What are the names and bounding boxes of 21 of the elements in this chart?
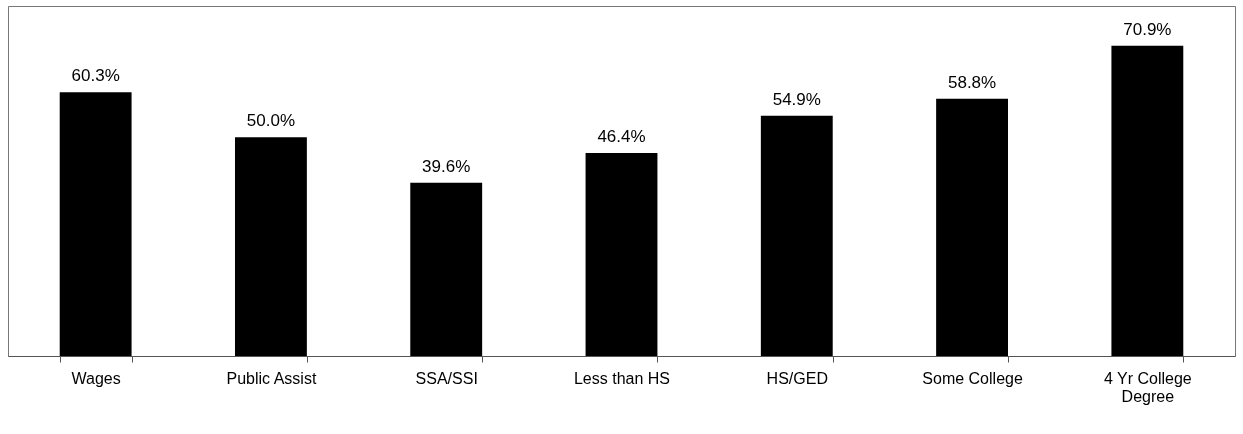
bar	[59, 92, 132, 356]
bar	[585, 153, 658, 356]
data-label: 39.6%	[422, 156, 471, 176]
x-tick-label: 4 Yr College Degree	[1103, 369, 1192, 405]
bar	[235, 137, 307, 356]
bar	[1111, 45, 1184, 356]
x-tick-label: Wages	[71, 369, 121, 387]
x-tick-label: SSA/SSI	[415, 369, 478, 387]
x-tick-label: HS/GED	[766, 369, 828, 387]
data-label: 46.4%	[597, 127, 646, 146]
bar	[760, 115, 833, 356]
data-label: 70.9%	[1123, 19, 1172, 39]
x-tick-label: Public Assist	[226, 369, 317, 387]
bar	[936, 98, 1009, 356]
x-tick-label: Some College	[922, 369, 1023, 387]
bar	[410, 182, 483, 356]
data-label: 50.0%	[246, 111, 296, 131]
data-label: 54.9%	[772, 89, 821, 109]
data-label: 60.3%	[71, 66, 120, 86]
data-label: 58.8%	[947, 72, 997, 92]
x-tick-label: Less than HS	[573, 369, 671, 387]
